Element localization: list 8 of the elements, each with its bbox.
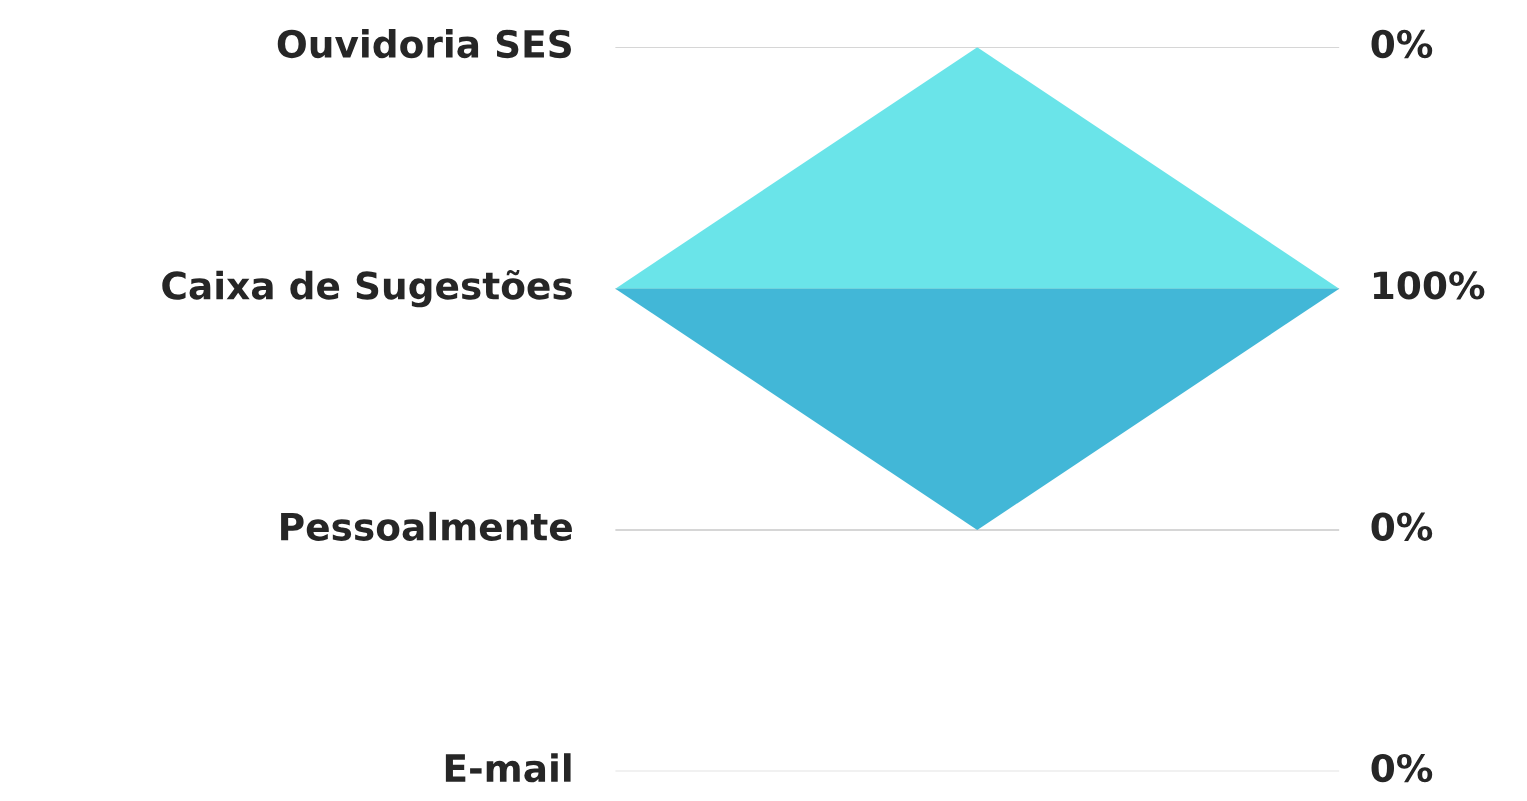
data-label: 100%	[1373, 271, 1485, 300]
category-label: Ouvidoria SES	[277, 29, 571, 59]
category-label: Pessoalmente	[281, 511, 572, 541]
data-label: 0%	[1371, 512, 1433, 541]
data-label: 0%	[1371, 29, 1433, 59]
data-label: 0%	[1371, 753, 1433, 783]
category-label: E-mail	[445, 753, 571, 783]
category-label: Caixa de Sugestões	[162, 270, 572, 308]
